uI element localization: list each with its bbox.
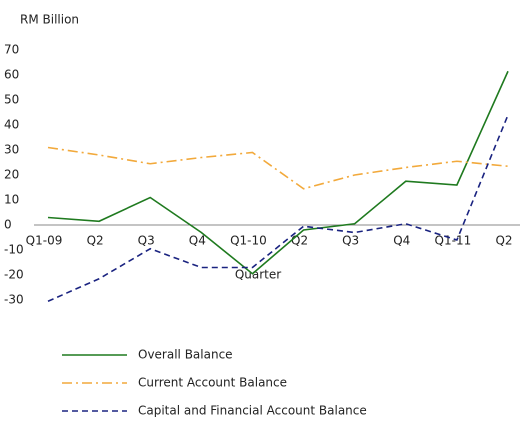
legend-label: Capital and Financial Account Balance — [138, 404, 367, 418]
x-tick-label: Q2 — [291, 234, 308, 248]
y-tick-label: 0 — [4, 218, 12, 232]
data-line — [47, 70, 509, 275]
y-tick-label: 20 — [4, 168, 19, 182]
x-tick-label: Q4 — [393, 234, 410, 248]
x-tick-label: Q3 — [138, 234, 155, 248]
data-line — [47, 114, 509, 302]
legend-label: Overall Balance — [138, 348, 233, 362]
x-tick-label: Q3 — [342, 234, 359, 248]
y-tick-label: -20 — [4, 268, 24, 282]
data-line — [47, 146, 509, 190]
y-tick-label: -30 — [4, 293, 24, 307]
x-tick-label: Q1-11 — [435, 234, 472, 248]
x-tick-label: Q4 — [189, 234, 206, 248]
y-tick-label: 40 — [4, 118, 19, 132]
x-tick-label: Q2 — [87, 234, 104, 248]
x-axis-label: Quarter — [235, 268, 281, 282]
y-tick-label: 60 — [4, 68, 19, 82]
y-tick-label: -10 — [4, 243, 24, 257]
y-tick-label: 10 — [4, 193, 19, 207]
legend-label: Current Account Balance — [138, 376, 287, 390]
x-tick-label: Q1-10 — [230, 234, 267, 248]
y-axis-label: RM Billion — [20, 13, 79, 27]
y-tick-label: 50 — [4, 93, 19, 107]
y-tick-label: 70 — [4, 43, 19, 57]
y-tick-label: 30 — [4, 143, 19, 157]
x-tick-label: Q2 — [495, 234, 512, 248]
x-tick-label: Q1-09 — [26, 234, 63, 248]
